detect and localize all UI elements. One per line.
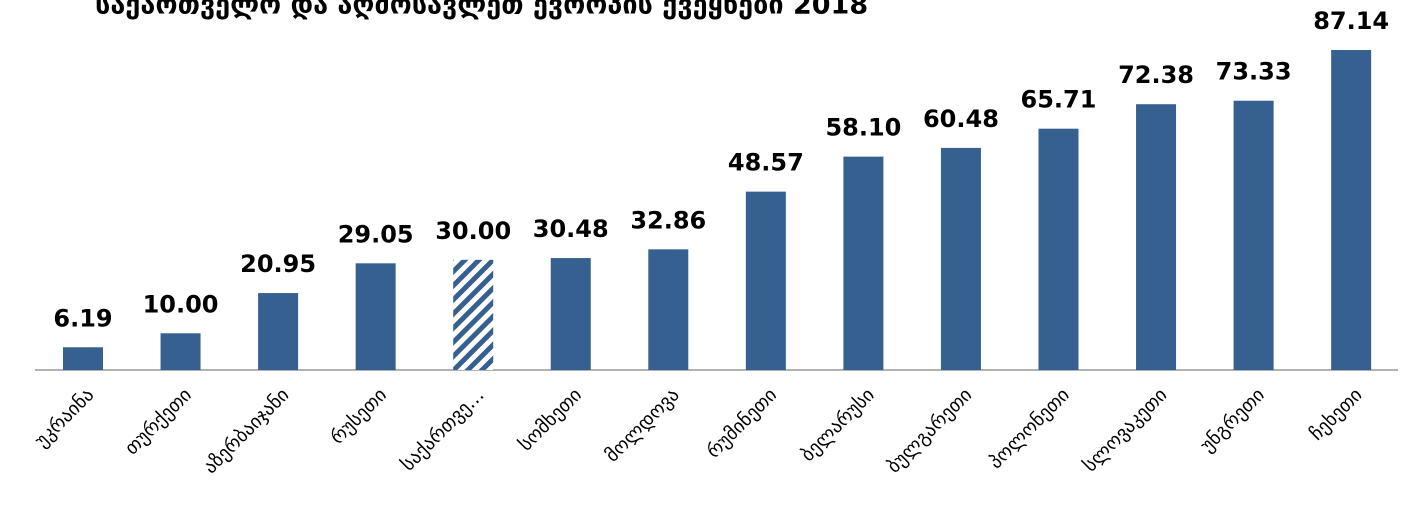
bar bbox=[1233, 100, 1274, 370]
bar bbox=[648, 249, 689, 370]
x-tick-label: რუსეთი bbox=[326, 384, 391, 449]
x-tick-label: ბელარუსი bbox=[797, 384, 879, 466]
bar bbox=[1136, 104, 1177, 371]
value-label: 20.95 bbox=[240, 250, 316, 278]
bar bbox=[940, 147, 981, 370]
bar bbox=[745, 191, 786, 370]
value-label: 30.48 bbox=[533, 215, 609, 243]
bar bbox=[1038, 128, 1079, 370]
bar bbox=[843, 156, 884, 370]
x-tick-label: მოლდოვა bbox=[601, 384, 684, 467]
x-tick-label: ჩეხეთი bbox=[1306, 384, 1367, 445]
x-tick-label: ბულგარეთი bbox=[883, 384, 977, 478]
bar bbox=[160, 333, 201, 370]
value-label: 87.14 bbox=[1313, 7, 1389, 35]
value-label: 30.00 bbox=[435, 217, 511, 245]
value-label: 60.48 bbox=[923, 105, 999, 133]
chart-title: საქართველო და აღმოსავლეთ ევროპის ქვეყნებ… bbox=[95, 0, 868, 21]
value-label: 73.33 bbox=[1216, 58, 1292, 86]
bar bbox=[258, 293, 299, 370]
bar bbox=[453, 259, 494, 370]
x-tick-label: საქართვე… bbox=[397, 384, 489, 476]
bar bbox=[63, 347, 103, 370]
value-label: 29.05 bbox=[338, 220, 414, 248]
x-tick-label: თურქეთი bbox=[121, 384, 196, 459]
value-label: 32.86 bbox=[630, 206, 706, 234]
x-tick-label: სლოვაკეთი bbox=[1079, 384, 1172, 477]
bar bbox=[1331, 50, 1372, 370]
value-label: 65.71 bbox=[1021, 86, 1097, 114]
value-label: 72.38 bbox=[1118, 61, 1194, 89]
x-tick-label: პოლონეთი bbox=[985, 384, 1074, 473]
value-label: 6.19 bbox=[53, 304, 112, 332]
x-tick-label: რუმინეთი bbox=[702, 384, 781, 463]
x-tick-label: უკრაინა bbox=[31, 384, 99, 452]
value-label: 48.57 bbox=[728, 149, 804, 177]
x-tick-label: აზერბაიჯანი bbox=[199, 384, 293, 478]
bar bbox=[550, 258, 591, 370]
x-tick-label: უნგრეთი bbox=[1196, 384, 1269, 457]
bar bbox=[355, 263, 396, 370]
value-label: 10.00 bbox=[143, 290, 219, 318]
x-tick-label: სომხეთი bbox=[514, 384, 586, 456]
value-label: 58.10 bbox=[825, 114, 901, 142]
